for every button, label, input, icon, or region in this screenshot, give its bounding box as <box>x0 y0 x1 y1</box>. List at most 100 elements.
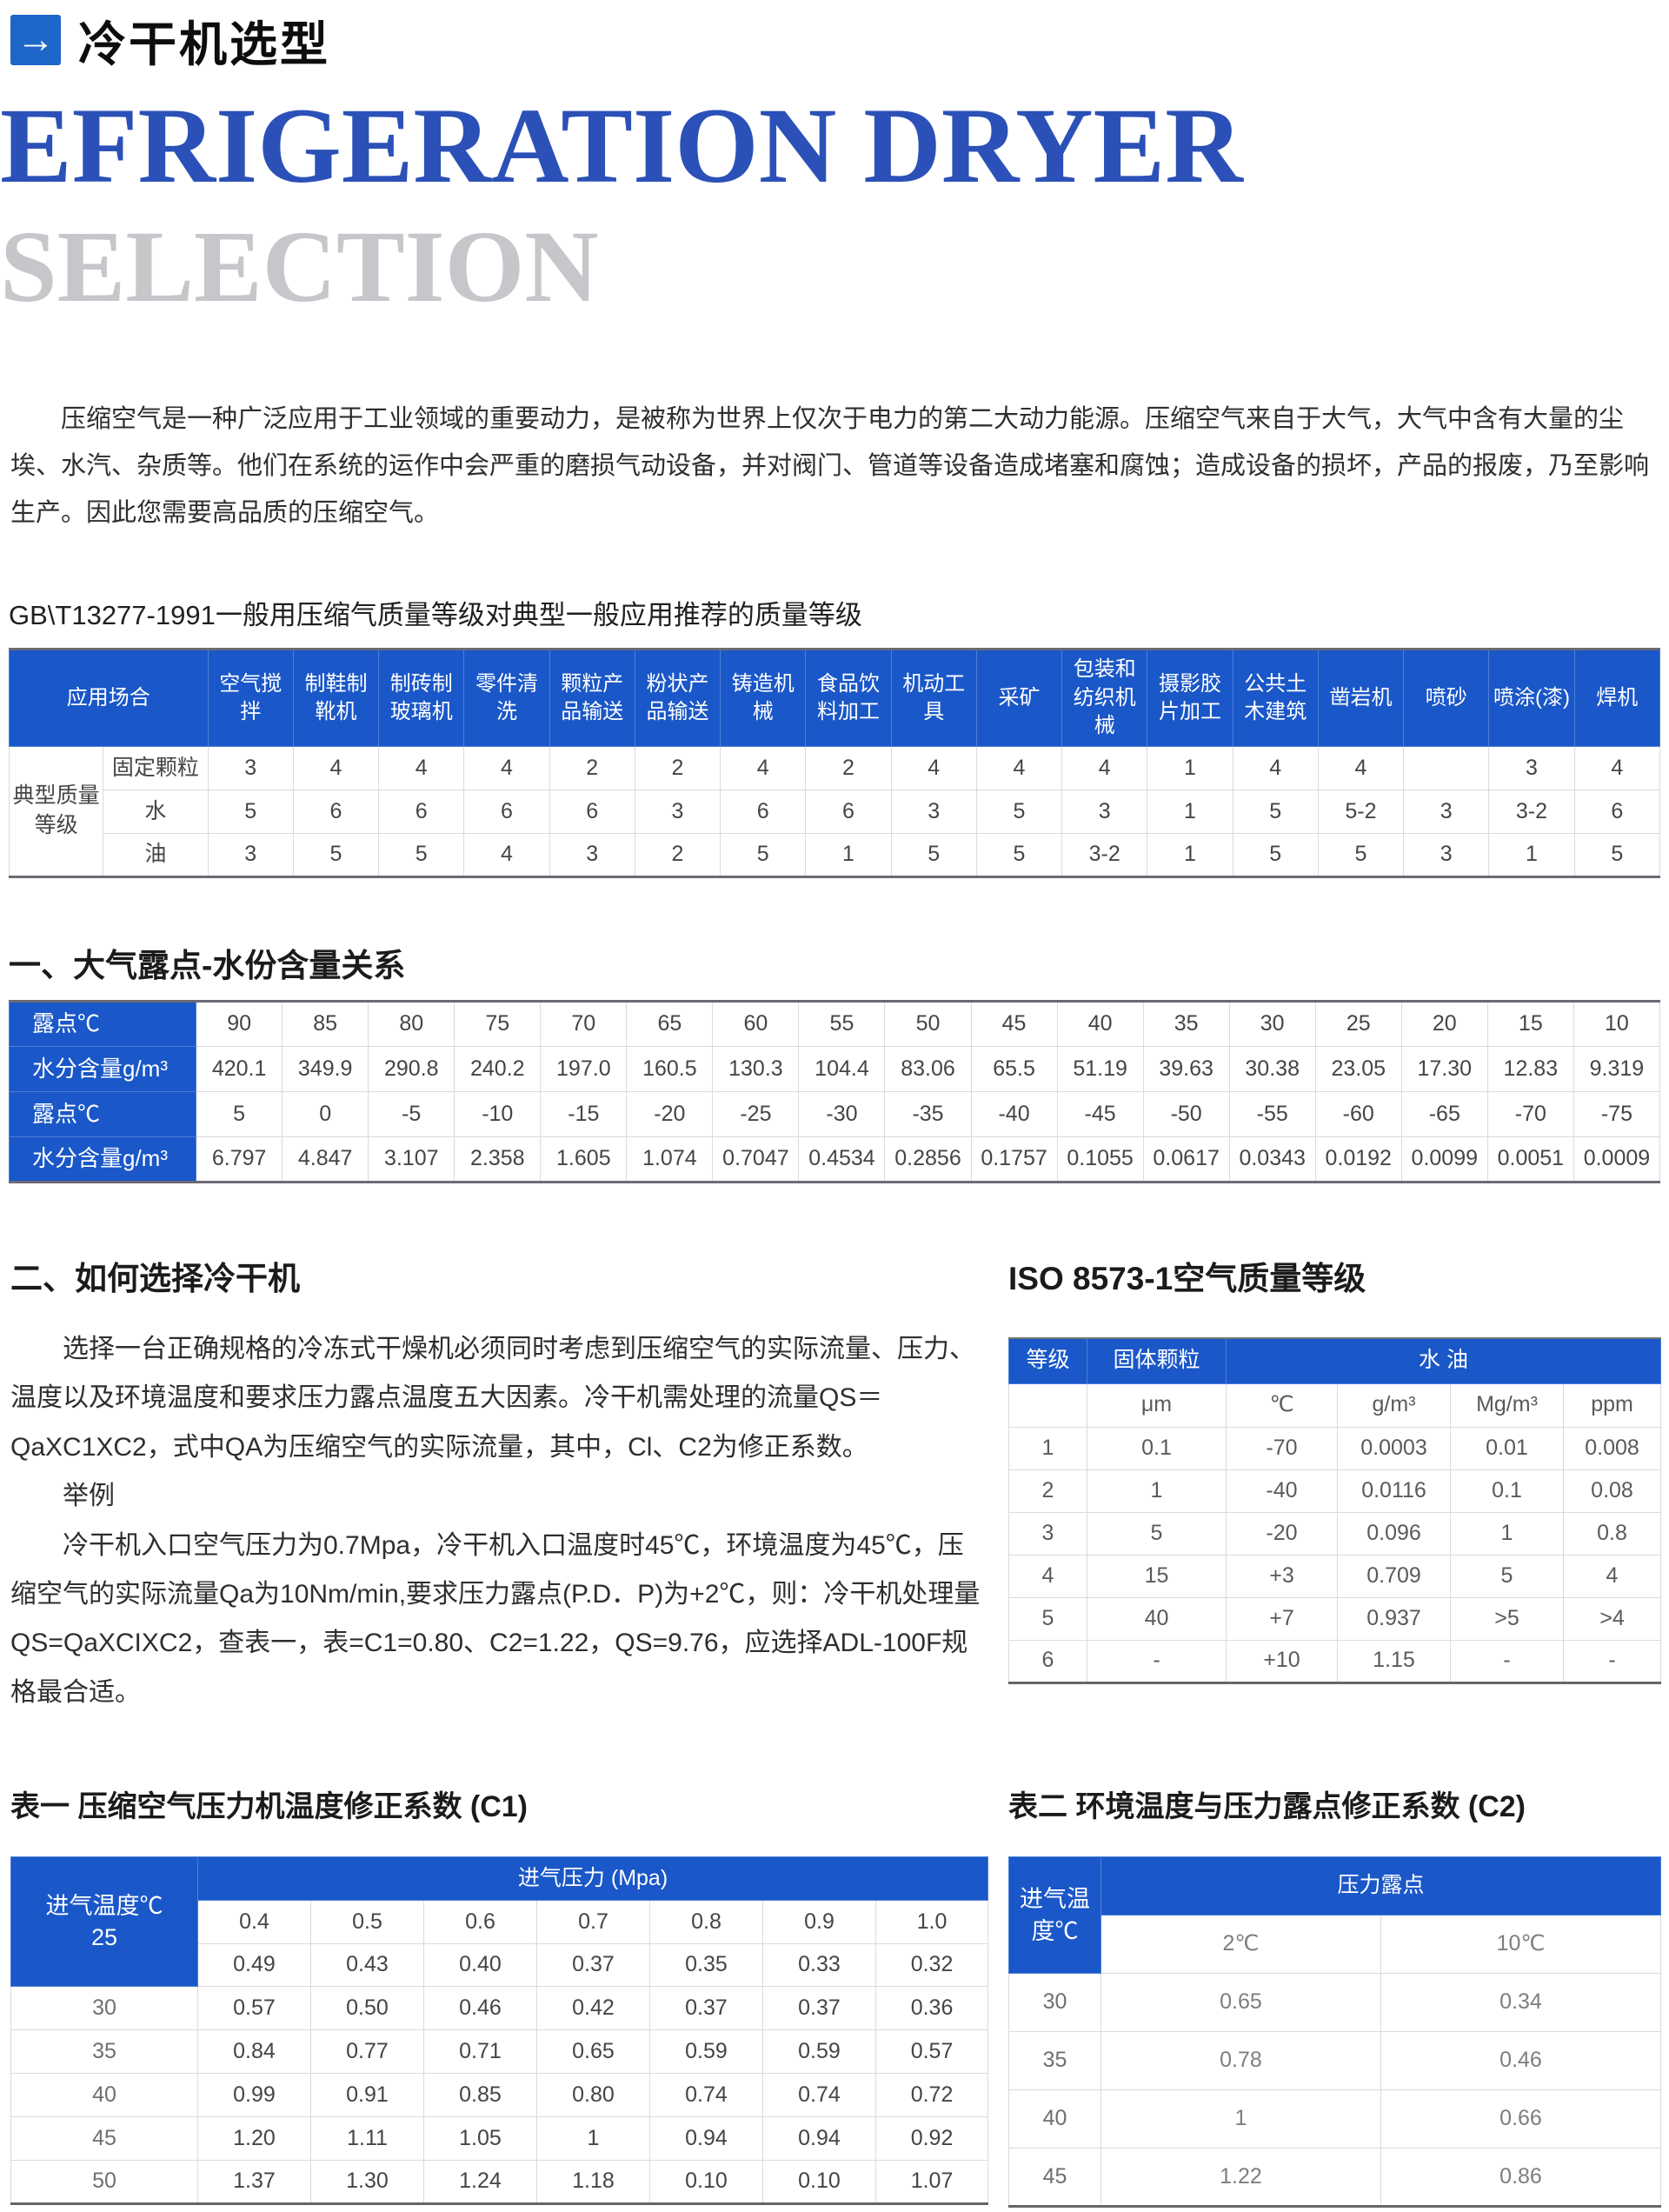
gb-value-cell: 4 <box>378 746 465 790</box>
iso-value-cell: - <box>1087 1639 1227 1683</box>
dew-value-cell: 0.0051 <box>1486 1136 1574 1183</box>
gb-column-header: 制砖制玻璃机 <box>378 649 465 747</box>
section2-paragraph-2: 冷干机入口空气压力为0.7Mpa，冷干机入口温度时45℃，环境温度为45℃，压缩… <box>10 1530 981 1707</box>
dew-value-cell: 65.5 <box>970 1046 1058 1092</box>
gb-value-cell: 5 <box>1232 833 1319 877</box>
page-header: → 冷干机选型 <box>10 5 330 75</box>
iso-value-cell: 15 <box>1087 1554 1227 1598</box>
iso-solid-header: 固体颗粒 <box>1087 1337 1227 1384</box>
dew-value-cell: -20 <box>626 1091 714 1137</box>
dew-value-cell: 83.06 <box>884 1046 972 1092</box>
gb-table-container: 应用场合 空气搅拌 制鞋制靴机 制砖制玻璃机 零件清洗 颗粒产品输送 粉状产品输送 铸造机械食… <box>8 648 1661 878</box>
dew-value-cell: 130.3 <box>712 1046 800 1092</box>
table2-container: 进气温度℃ 压力露点 2℃ 10℃ 30 0.65 0.34 35 0.78 0.46 40 1 0.6… <box>1008 1856 1662 2208</box>
table-row: 40 1 0.66 <box>1008 2089 1662 2149</box>
dew-value-cell: 349.9 <box>282 1046 369 1092</box>
t1-pressure-value: 0.8 <box>649 1900 763 1944</box>
iso-grade-cell: 5 <box>1008 1596 1087 1641</box>
t1-pressure-value: 0.9 <box>762 1900 876 1944</box>
dew-value-cell: 0.0192 <box>1314 1136 1402 1183</box>
dew-value-cell: -65 <box>1400 1091 1488 1137</box>
table-row: 50 1.37 1.30 1.24 1.18 0.10 0.10 1.07 <box>10 2160 989 2204</box>
dew-value-cell: 0 <box>282 1091 369 1137</box>
dew-value-cell: 240.2 <box>454 1046 542 1092</box>
table-row: 典型质量等级 固定颗粒 3 4 4 4 2 2 4 2 4 4 4 1 4 4 3 4 <box>8 746 1661 877</box>
gb-value-cell: 6 <box>720 790 807 834</box>
t2-temperature-label: 35 <box>1008 2031 1101 2090</box>
dew-row-label: 露点℃ <box>8 1001 197 1047</box>
gb-value-cell: 3 <box>1403 833 1490 877</box>
table-row: 露点℃ 5 0 -5 -10 -15 -20 -25 -30 -35 -40 -45 -50 -55 -60… <box>8 1091 1661 1137</box>
t1-coefficient-cell: 0.37 <box>762 1986 876 2030</box>
t2-coefficient-cell: 0.66 <box>1380 2089 1662 2149</box>
gb-column-header: 喷涂(漆) <box>1488 649 1575 747</box>
dew-value-cell: -45 <box>1056 1091 1144 1137</box>
dew-value-cell: -70 <box>1486 1091 1574 1137</box>
t1-coefficient-cell: 1 <box>536 2116 650 2161</box>
t2-coefficient-cell: 0.46 <box>1380 2031 1662 2090</box>
dew-value-cell: 39.63 <box>1142 1046 1230 1092</box>
t2-temperature-label: 40 <box>1008 2089 1101 2149</box>
gb-value-cell: 3 <box>207 833 294 877</box>
iso-value-cell: >4 <box>1562 1596 1662 1641</box>
gb-value-cell: 4 <box>1317 746 1405 790</box>
gb-value-cell: 4 <box>292 746 380 790</box>
dew-value-cell: 75 <box>454 1001 542 1047</box>
gb-value-cell <box>1403 746 1490 790</box>
dew-value-cell: 70 <box>540 1001 628 1047</box>
dew-value-cell: 15 <box>1486 1001 1574 1047</box>
table-row: 35 0.84 0.77 0.71 0.65 0.59 0.59 0.57 <box>10 2029 989 2074</box>
iso-unit-header: Mg/m³ <box>1450 1382 1564 1428</box>
gb-value-cell: 5 <box>1232 790 1319 834</box>
t1-coefficient-cell: 0.40 <box>423 1943 537 1987</box>
t1-coefficient-cell: 0.33 <box>762 1943 876 1987</box>
t2-corner-cell: 进气温度℃ <box>1008 1856 1101 1974</box>
t1-coefficient-cell: 1.20 <box>197 2116 311 2161</box>
gb-column-header: 凿岩机 <box>1317 649 1405 747</box>
dew-value-cell: 4.847 <box>282 1136 369 1183</box>
gb-value-cell: 5 <box>207 790 294 834</box>
dew-value-cell: 65 <box>626 1001 714 1047</box>
dew-value-cell: 90 <box>196 1001 283 1047</box>
t1-coefficient-cell: 0.72 <box>874 2073 989 2117</box>
gb-value-cell: 3 <box>207 746 294 790</box>
title-english-line1: EFRIGERATION DRYER <box>0 86 1243 205</box>
iso-value-cell: - <box>1562 1639 1662 1683</box>
iso-value-cell: 1.15 <box>1337 1639 1451 1683</box>
dew-table-container: 露点℃ 90 85 80 75 70 65 60 55 50 45 40 35 30 25 20 15 10 水分含… <box>8 1000 1661 1183</box>
table1-container: 进气温度℃ 25 进气压力 (Mpa) 0.4 0.5 0.6 0.7 0.8 0.9 1.0 0.… <box>10 1856 989 2205</box>
iso-grade-cell: 6 <box>1008 1639 1087 1683</box>
t1-coefficient-cell: 0.46 <box>423 1986 537 2030</box>
cx-table: 进气温度℃ 25 进气压力 (Mpa) 0.4 0.5 0.6 0.7 0.8 0.9 1.0 0.… <box>10 1856 989 2205</box>
table1-title: 表一 压缩空气压力机温度修正系数 (C1) <box>10 1790 528 1823</box>
title-english-line2: SELECTION <box>0 210 599 323</box>
iso-value-cell: 0.1 <box>1450 1469 1564 1513</box>
iso-grade-cell: 1 <box>1008 1426 1087 1470</box>
gb-value-cell: 1 <box>805 833 892 877</box>
dew-value-cell: -30 <box>798 1091 886 1137</box>
dew-value-cell: 5 <box>196 1091 283 1137</box>
dew-value-cell: 0.4534 <box>798 1136 886 1183</box>
gb-value-cell: 1 <box>1147 790 1233 834</box>
iso-grade-cell: 2 <box>1008 1469 1087 1513</box>
dew-value-cell: 0.1055 <box>1056 1136 1144 1183</box>
gb-value-cell: 5 <box>890 833 977 877</box>
table-row: 30 0.57 0.50 0.46 0.42 0.37 0.37 0.36 <box>10 1986 989 2030</box>
section1-title: 一、大气露点-水份含量关系 <box>9 948 406 983</box>
iso-value-cell: -20 <box>1226 1511 1338 1556</box>
t1-pressure-value: 0.4 <box>197 1900 311 1944</box>
gb-value-cell: 4 <box>463 746 550 790</box>
dew-value-cell: -25 <box>712 1091 800 1137</box>
dew-value-cell: 12.83 <box>1486 1046 1574 1092</box>
iso-value-cell: 0.8 <box>1562 1511 1662 1556</box>
gb-value-cell: 6 <box>378 790 465 834</box>
gb-column-header: 制鞋制靴机 <box>292 649 380 747</box>
intro-paragraph: 压缩空气是一种广泛应用于工业领域的重要动力，是被称为世界上仅次于电力的第二大动力… <box>10 405 1650 527</box>
t2-dewpoint-header: 压力露点 <box>1100 1856 1662 1916</box>
t1-coefficient-cell: 0.10 <box>649 2160 763 2204</box>
table-row: 45 1.20 1.11 1.05 1 0.94 0.94 0.92 <box>10 2116 989 2161</box>
iso-value-cell: 1 <box>1087 1469 1227 1513</box>
gb-value-cell: 3 <box>634 790 721 834</box>
iso-value-cell: 5 <box>1087 1511 1227 1556</box>
dew-value-cell: 0.0617 <box>1142 1136 1230 1183</box>
